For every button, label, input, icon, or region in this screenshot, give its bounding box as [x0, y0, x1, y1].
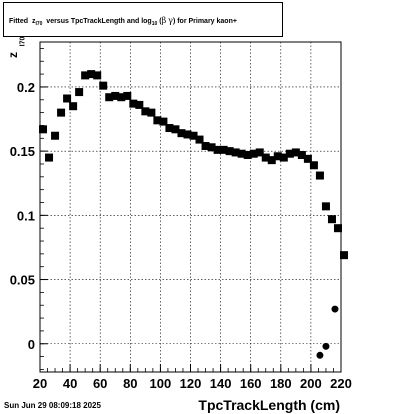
data-point [81, 71, 90, 80]
data-point [213, 145, 222, 154]
data-point [195, 135, 204, 144]
data-point [153, 116, 162, 125]
x-tick-label: 40 [63, 376, 77, 391]
footer-timestamp: Sun Jun 29 08:09:18 2025 [4, 401, 101, 410]
data-point [297, 150, 306, 159]
x-tick-label: 140 [210, 376, 232, 391]
data-point [75, 88, 84, 97]
title-z: z [31, 18, 36, 25]
x-tick-label: 160 [240, 376, 262, 391]
x-axis-label: TpcTrackLength (cm) [198, 397, 340, 413]
data-point [315, 171, 324, 180]
data-point [171, 125, 180, 134]
data-point [57, 108, 66, 117]
x-tick-label: 60 [93, 376, 107, 391]
x-tick-label: 180 [270, 376, 292, 391]
title-part2: versus TpcTrackLength and log [46, 18, 152, 25]
data-point [129, 99, 138, 108]
data-point [231, 148, 240, 157]
x-tick-label: 220 [330, 376, 352, 391]
data-point [141, 107, 150, 116]
data-point [93, 71, 102, 80]
data-point [309, 161, 318, 170]
data-point [135, 100, 144, 109]
title-part3: ) for Primary kaon+ [172, 18, 237, 25]
x-tick-label: 80 [123, 376, 137, 391]
data-point [291, 148, 300, 157]
y-tick-label: 0.05 [10, 273, 35, 288]
data-point [165, 124, 174, 133]
data-point [303, 154, 312, 163]
data-point [159, 117, 168, 126]
data-point [45, 153, 54, 162]
data-point [147, 108, 156, 117]
data-point [183, 130, 192, 139]
data-point [105, 93, 114, 102]
title-paren-open: ( [159, 18, 162, 25]
data-point [267, 156, 276, 165]
data-point [255, 148, 264, 157]
y-tick-label: 0 [28, 337, 35, 352]
data-point-circle [322, 342, 330, 350]
data-point [327, 215, 336, 224]
data-point [123, 91, 132, 100]
data-point [39, 125, 48, 134]
title-part1: Fitted [9, 18, 29, 25]
data-point [69, 102, 78, 111]
data-point [111, 91, 120, 100]
data-point [189, 131, 198, 140]
data-point [273, 152, 282, 161]
title-gamma: γ [168, 16, 173, 25]
title-beta: β [161, 16, 167, 25]
y-tick-label: 0.15 [10, 144, 35, 159]
chart-title-box: Fitted zI70 versus TpcTrackLength and lo… [3, 2, 283, 37]
data-point [285, 149, 294, 158]
data-point [63, 94, 72, 103]
data-point [201, 142, 210, 151]
data-point-circle [331, 305, 339, 313]
data-point [99, 81, 108, 90]
data-point [237, 149, 246, 158]
data-point [333, 224, 342, 233]
x-tick-label: 120 [180, 376, 202, 391]
data-point [261, 153, 270, 162]
data-point-circle [316, 351, 324, 359]
data-point [117, 93, 126, 102]
data-point [87, 70, 96, 79]
data-point [207, 143, 216, 152]
data-point [219, 145, 228, 154]
data-point [225, 147, 234, 156]
data-point [177, 129, 186, 138]
y-tick-label: 0.2 [17, 80, 35, 95]
x-tick-label: 100 [150, 376, 172, 391]
title-z-subscript: I70 [35, 21, 43, 27]
x-tick-label: 200 [300, 376, 322, 391]
data-point [249, 149, 258, 158]
data-point [243, 150, 252, 159]
title-log-subscript: 10 [151, 21, 158, 27]
data-point [51, 131, 60, 140]
data-point [279, 153, 288, 162]
data-point [340, 251, 349, 260]
x-tick-label: 20 [33, 376, 47, 391]
data-point [321, 202, 330, 211]
y-tick-label: 0.1 [17, 208, 35, 223]
